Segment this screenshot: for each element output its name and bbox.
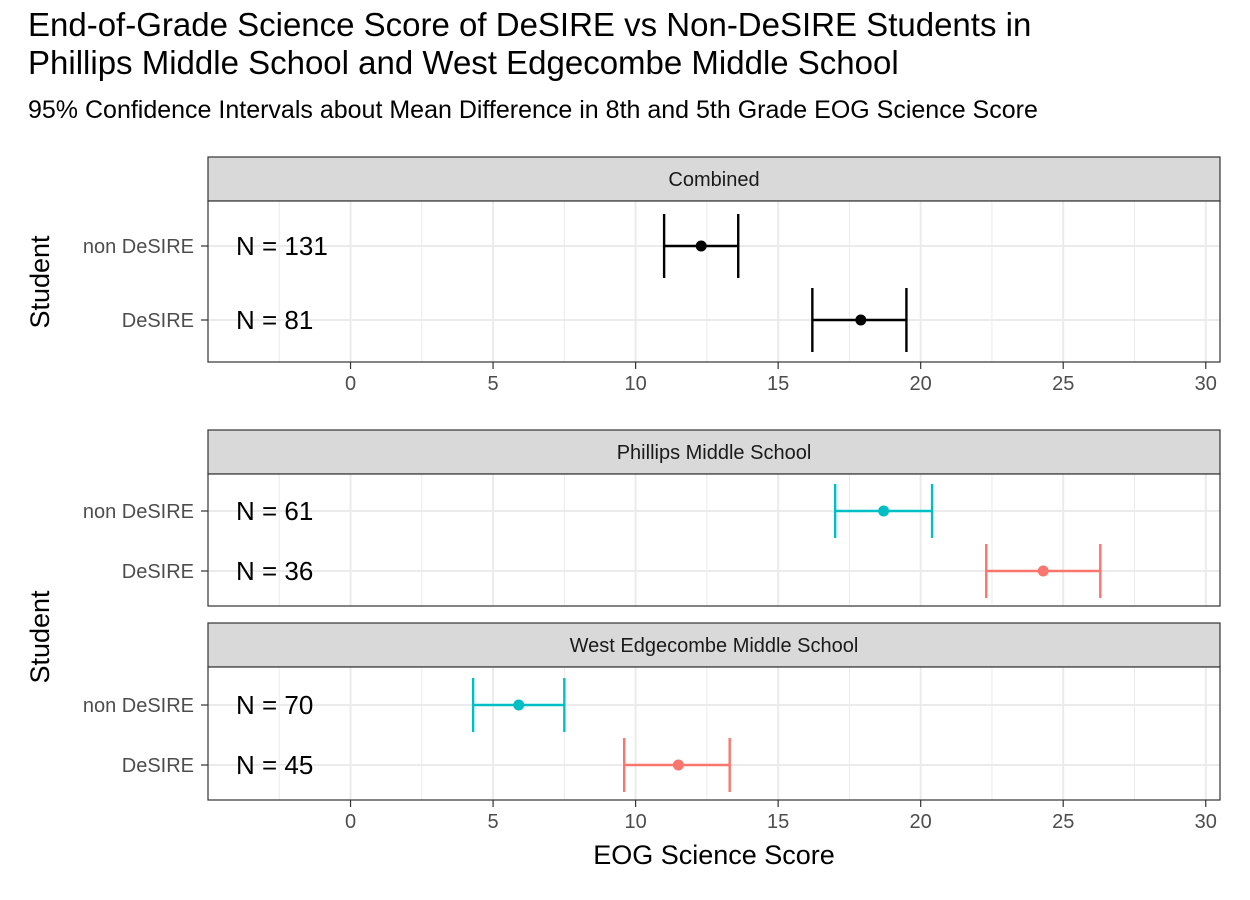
y-axis-title: Student — [25, 590, 55, 684]
x-tick-label: 10 — [624, 373, 646, 395]
mean-point — [672, 759, 684, 771]
n-label: N = 70 — [236, 690, 313, 720]
panel-border — [207, 200, 1221, 363]
y-tick-label: DeSIRE — [122, 310, 194, 332]
y-tick-label: DeSIRE — [122, 561, 194, 583]
x-tick-label: 0 — [345, 373, 356, 395]
x-tick-label: 15 — [767, 373, 789, 395]
panel-background — [208, 474, 1220, 606]
panel-border — [207, 473, 1221, 607]
panel-background — [208, 201, 1220, 362]
x-tick-label: 0 — [345, 811, 356, 833]
x-tick-label: 10 — [624, 811, 646, 833]
panel-border — [207, 666, 1221, 801]
y-axis-title: Student — [25, 235, 55, 329]
facet-strip-label: Phillips Middle School — [617, 442, 812, 464]
mean-point — [1037, 565, 1049, 577]
chart-title-line-2: Phillips Middle School and West Edgecomb… — [28, 44, 899, 81]
facet-strip — [207, 429, 1221, 475]
mean-point — [878, 505, 890, 517]
x-tick-label: 30 — [1195, 811, 1217, 833]
n-label: N = 45 — [236, 750, 313, 780]
n-label: N = 131 — [236, 231, 328, 261]
n-label: N = 36 — [236, 556, 313, 586]
x-tick-label: 25 — [1052, 373, 1074, 395]
facet-strip — [207, 156, 1221, 202]
y-tick-label: DeSIRE — [122, 755, 194, 777]
n-label: N = 61 — [236, 496, 313, 526]
mean-point — [513, 699, 525, 711]
mean-point — [855, 314, 867, 326]
panel-background — [208, 667, 1220, 800]
chart-title-line-1: End-of-Grade Science Score of DeSIRE vs … — [28, 6, 1032, 43]
x-tick-label: 20 — [910, 811, 932, 833]
x-tick-label: 5 — [488, 811, 499, 833]
y-tick-label: non DeSIRE — [83, 695, 194, 717]
facet-strip-label: Combined — [668, 169, 759, 191]
x-tick-label: 20 — [910, 373, 932, 395]
facet-strip-label: West Edgecombe Middle School — [570, 635, 859, 657]
chart-subtitle: 95% Confidence Intervals about Mean Diff… — [28, 96, 1038, 124]
x-tick-label: 25 — [1052, 811, 1074, 833]
x-tick-label: 5 — [488, 373, 499, 395]
mean-point — [695, 240, 707, 252]
x-tick-label: 15 — [767, 811, 789, 833]
y-tick-label: non DeSIRE — [83, 236, 194, 258]
x-axis-title: EOG Science Score — [593, 840, 835, 870]
y-tick-label: non DeSIRE — [83, 501, 194, 523]
x-tick-label: 30 — [1195, 373, 1217, 395]
n-label: N = 81 — [236, 305, 313, 335]
chart-title: End-of-Grade Science Score of DeSIRE vs … — [28, 6, 1228, 82]
